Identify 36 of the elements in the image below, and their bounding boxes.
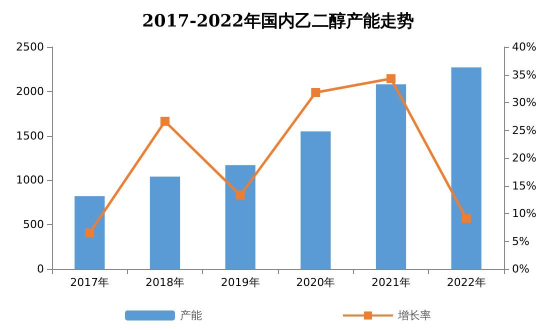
- y-tick-label: 500: [23, 218, 44, 232]
- y2-tick-label: 15%: [512, 179, 536, 192]
- y2-tick-label: 10%: [512, 207, 536, 220]
- legend-label: 增长率: [397, 309, 431, 322]
- y-tick-label: 1500: [16, 129, 44, 142]
- point: [311, 88, 320, 98]
- point: [386, 74, 396, 84]
- point: [160, 116, 170, 126]
- x-tick-label: 2021年: [372, 276, 410, 289]
- y2-tick-label: 30%: [512, 96, 536, 109]
- point: [236, 190, 245, 200]
- y-tick-label: 1000: [16, 174, 44, 187]
- x-tick-label: 2020年: [296, 276, 336, 289]
- bar: [300, 131, 331, 269]
- x-tick-label: 2017年: [70, 276, 110, 289]
- bar: [225, 165, 256, 269]
- bar: [376, 84, 406, 269]
- bar: [150, 176, 180, 269]
- y2-tick-label: 20%: [512, 152, 536, 164]
- y-tick-label: 2000: [16, 84, 44, 98]
- point: [462, 214, 471, 223]
- x-tick-label: 2022年: [446, 276, 486, 289]
- chart-title: 2017-2022年国内乙二醇产能走势: [142, 12, 414, 32]
- y2-tick-label: 40%: [512, 40, 536, 54]
- legend-label: 产能: [180, 309, 202, 322]
- y-tick-label: 0: [37, 262, 44, 276]
- y2-tick-label: 25%: [512, 124, 536, 137]
- bar: [451, 67, 482, 269]
- bar: [74, 196, 105, 269]
- point: [85, 228, 94, 238]
- y2-tick-label: 0%: [512, 262, 530, 276]
- y-tick-label: 2500: [16, 40, 44, 54]
- y2-tick-label: 35%: [512, 68, 536, 82]
- x-tick-label: 2018年: [146, 276, 184, 289]
- y2-tick-label: 5%: [512, 234, 530, 248]
- x-tick-label: 2019年: [220, 276, 260, 289]
